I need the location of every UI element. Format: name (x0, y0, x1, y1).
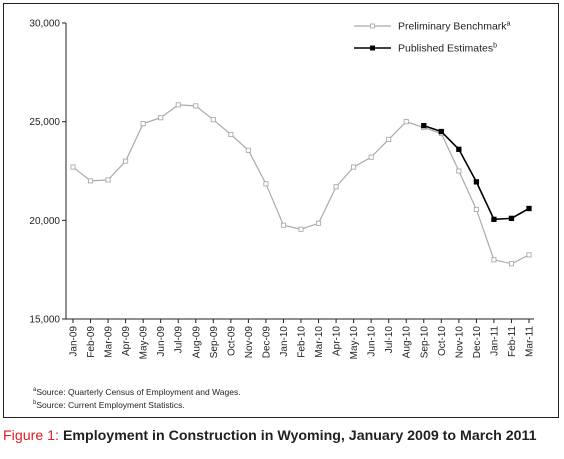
x-tick-label: Jan-11 (489, 326, 500, 356)
data-point (456, 168, 462, 174)
data-point (315, 220, 322, 226)
data-point (158, 115, 164, 121)
chart-frame: 15,000 20,000 25,000 30,000 Jan-09 Feb-09 Mar… (3, 3, 559, 418)
x-tick-label: Jun-10 (367, 326, 378, 357)
data-point (228, 131, 234, 138)
data-point (263, 181, 269, 187)
data-point (368, 154, 374, 160)
footnote-text-a: Source: Quarterly Census of Employment a… (36, 386, 241, 397)
legend-swatch-marker (370, 23, 375, 29)
x-tick-label: Feb-09 (86, 326, 97, 358)
data-point (508, 261, 515, 267)
y-tick-label: 25,000 (29, 117, 60, 128)
legend-footnote-mark: a (507, 21, 511, 28)
chart-legend: Preliminary Benchmarka Published Estimate… (354, 21, 511, 55)
y-axis-ticks: 15,000 20,000 25,000 30,000 (29, 19, 66, 326)
series-line (72, 104, 530, 265)
legend-swatch-marker (370, 45, 375, 51)
figure-title: Employment in Construction in Wyoming, J… (62, 428, 537, 444)
x-tick-label: Aug-09 (191, 326, 202, 359)
y-tick-label: 20,000 (29, 216, 60, 227)
data-point (210, 117, 216, 123)
x-tick-label: Dec-10 (472, 326, 483, 359)
data-point (105, 177, 111, 183)
footnote-a: aSource: Quarterly Census of Employment … (33, 385, 241, 398)
x-tick-label: Jan-10 (279, 326, 290, 357)
x-tick-label: May-09 (139, 326, 150, 360)
data-point (438, 128, 444, 135)
legend-label: Published Estimatesb (398, 43, 497, 55)
data-point (386, 136, 392, 142)
data-point (193, 103, 199, 109)
legend-label-text: Preliminary Benchmark (398, 21, 507, 33)
y-tick-label: 15,000 (29, 315, 60, 326)
data-point (526, 252, 532, 258)
chart-axes (65, 23, 534, 320)
data-point (245, 147, 251, 153)
x-tick-label: May-10 (349, 326, 360, 360)
x-tick-label: Oct-09 (226, 326, 237, 356)
data-point (526, 205, 532, 212)
footnotes: aSource: Quarterly Census of Employment … (33, 385, 241, 411)
x-tick-label: Apr-10 (332, 326, 343, 356)
data-point (123, 158, 129, 164)
series-preliminary-benchmark (70, 102, 532, 267)
data-point (333, 184, 339, 190)
x-tick-label: Mar-10 (314, 326, 325, 358)
x-tick-label: Jan-09 (69, 326, 80, 357)
x-tick-label: Dec-09 (261, 326, 272, 359)
x-tick-label: Feb-11 (507, 326, 518, 357)
data-point (175, 102, 181, 108)
figure-caption: Figure 1: Employment in Construction in … (3, 428, 537, 444)
footnote-mark-b: b (33, 399, 37, 406)
x-tick-label: Jun-09 (156, 326, 167, 357)
line-chart: 15,000 20,000 25,000 30,000 Jan-09 Feb-09 Mar… (29, 19, 536, 360)
x-tick-label: Jul-10 (384, 326, 395, 354)
data-point (298, 226, 304, 232)
footnote-b: bSource: Current Employment Statistics. (33, 398, 241, 411)
x-tick-label: Nov-10 (454, 326, 465, 359)
data-point (491, 257, 497, 263)
data-point (140, 121, 146, 127)
legend-label-text: Published Estimates (398, 43, 493, 55)
data-point (421, 122, 427, 129)
series-line (423, 124, 530, 221)
data-point (491, 216, 497, 222)
footnote-text-b: Source: Current Employment Statistics. (36, 399, 185, 410)
legend-label: Preliminary Benchmarka (398, 21, 511, 33)
legend-footnote-mark: b (493, 43, 497, 50)
data-point (508, 215, 515, 222)
x-tick-label: Oct-10 (437, 326, 448, 356)
y-tick-label: 30,000 (29, 19, 60, 30)
data-point (456, 146, 462, 152)
footnote-mark-a: a (33, 387, 37, 393)
data-point (473, 206, 479, 213)
series-published-estimates (421, 122, 532, 222)
series-layer (70, 102, 532, 267)
x-axis-ticks: Jan-09 Feb-09 Mar-09 Apr-09 May-09 Jun-09 Jul-… (69, 319, 536, 359)
x-tick-label: Sep-10 (419, 326, 430, 359)
x-tick-label: Mar-09 (104, 326, 115, 358)
x-tick-label: Apr-09 (121, 326, 132, 356)
x-tick-label: Mar-11 (525, 326, 536, 357)
data-point (70, 164, 76, 170)
x-tick-label: Aug-10 (402, 326, 413, 359)
x-tick-label: Sep-09 (209, 326, 220, 359)
legend-item-published-estimates: Published Estimatesb (354, 43, 497, 55)
figure-label: Figure 1: (3, 428, 59, 444)
data-point (87, 178, 94, 184)
x-tick-label: Nov-09 (244, 326, 255, 359)
data-point (280, 222, 287, 228)
data-point (403, 119, 409, 125)
legend-item-preliminary-benchmark: Preliminary Benchmarka (354, 21, 511, 33)
data-point (473, 179, 480, 185)
data-point (351, 164, 357, 170)
x-tick-label: Feb-10 (297, 326, 308, 358)
x-tick-label: Jul-09 (174, 326, 185, 354)
